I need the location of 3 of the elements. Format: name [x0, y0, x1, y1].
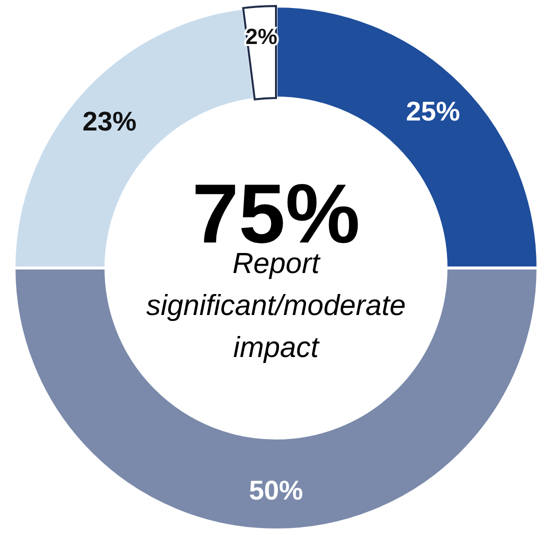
data-label: 23%	[82, 106, 136, 137]
data-label: 50%	[248, 475, 304, 506]
data-label: 25%	[406, 96, 460, 126]
